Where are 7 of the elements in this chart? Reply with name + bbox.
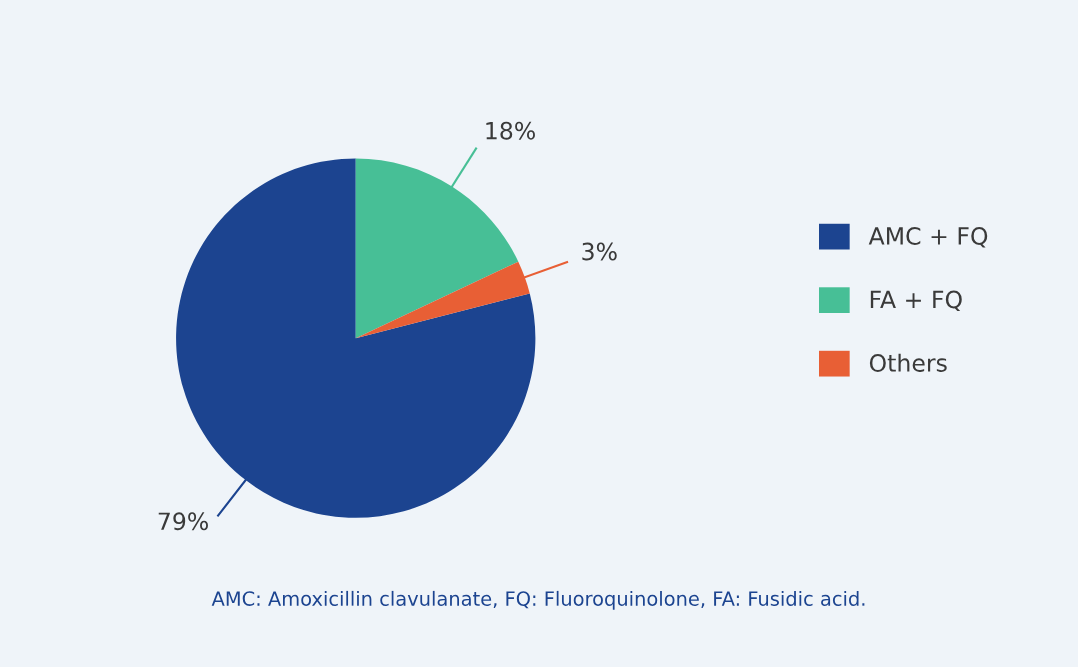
text: AMC: Amoxicillin clavulanate, FQ: Fluoroquinolone, FA: Fusidic acid. (211, 590, 865, 610)
data-label: 18% (486, 121, 535, 140)
legend-label: AMC + FQ (868, 227, 988, 248)
data-label: 3% (582, 242, 617, 261)
data-label: 79% (158, 512, 208, 531)
legend-label: FA + FQ (870, 290, 962, 312)
legend-label: Others (869, 353, 947, 372)
